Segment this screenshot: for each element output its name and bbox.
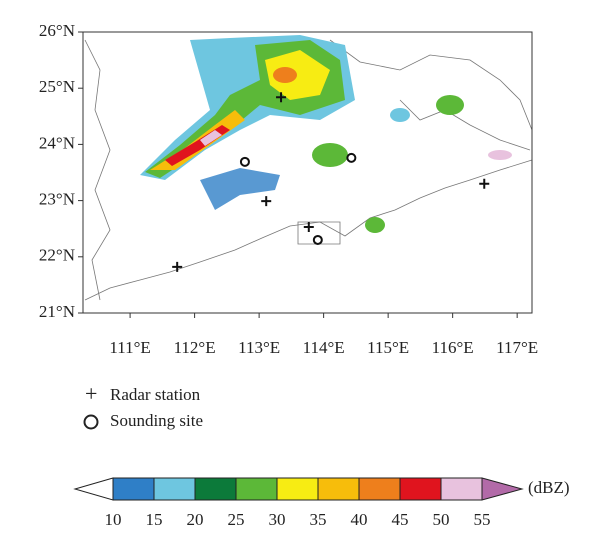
y-tick-label: 23°N [39, 190, 75, 209]
y-tick-label: 25°N [39, 77, 75, 96]
echo-area [390, 108, 410, 122]
echo-area [488, 150, 512, 160]
y-tick-label: 22°N [39, 246, 75, 265]
colorbar-box [235, 477, 278, 501]
legend-label: Radar station [110, 385, 201, 404]
colorbar-box [276, 477, 319, 501]
radar-station [261, 196, 272, 207]
colorbar-box [112, 477, 155, 501]
colorbar-box [440, 477, 483, 501]
border [329, 39, 533, 131]
legend-radar-symbol: + [85, 381, 97, 406]
y-tick-label: 24°N [39, 133, 75, 152]
radar-echo [140, 35, 512, 233]
sounding-site [239, 156, 250, 167]
colorbar-label: 55 [474, 510, 491, 529]
x-tick-label: 117°E [496, 338, 538, 357]
echo-area [265, 50, 330, 100]
x-tick-label: 111°E [109, 338, 150, 357]
colorbar-label: 10 [105, 510, 122, 529]
colorbar-label: 45 [392, 510, 409, 529]
radar-station [303, 222, 314, 233]
sounding-site [312, 234, 323, 245]
y-tick-label: 26°N [39, 21, 75, 40]
colorbar-label: 50 [433, 510, 450, 529]
x-tick-label: 116°E [432, 338, 474, 357]
x-tick-label: 112°E [174, 338, 216, 357]
y-tick-label: 21°N [39, 302, 75, 321]
echo-area [312, 143, 348, 167]
island [297, 221, 341, 245]
x-tick-label: 113°E [238, 338, 280, 357]
colorbar-label: 20 [187, 510, 204, 529]
border [399, 99, 531, 151]
legend-sounding-symbol [83, 414, 99, 430]
radar-station [276, 92, 287, 103]
x-tick-label: 115°E [367, 338, 409, 357]
colorbar-box [194, 477, 237, 501]
radar-station [172, 261, 183, 272]
x-tick-label: 114°E [303, 338, 345, 357]
colorbar-box [153, 477, 196, 501]
echo-area [365, 217, 385, 233]
sounding-site [346, 152, 357, 163]
colorbar-label: 40 [351, 510, 368, 529]
colorbar-box [317, 477, 360, 501]
colorbar-label: 35 [310, 510, 327, 529]
echo-area [200, 168, 280, 210]
colorbar-under [73, 477, 114, 501]
radar-station [479, 178, 490, 189]
border [84, 39, 111, 301]
colorbar-box [358, 477, 401, 501]
echo-area [273, 67, 297, 83]
colorbar-unit: (dBZ) [528, 478, 570, 497]
legend-label: Sounding site [110, 411, 203, 430]
colorbar-label: 30 [269, 510, 286, 529]
echo-area [150, 110, 245, 170]
echo-area [200, 130, 222, 146]
colorbar-box [399, 477, 442, 501]
colorbar-label: 25 [228, 510, 245, 529]
colorbar-label: 15 [146, 510, 163, 529]
colorbar-over [481, 477, 524, 501]
map-frame [82, 31, 533, 314]
echo-area [436, 95, 464, 115]
